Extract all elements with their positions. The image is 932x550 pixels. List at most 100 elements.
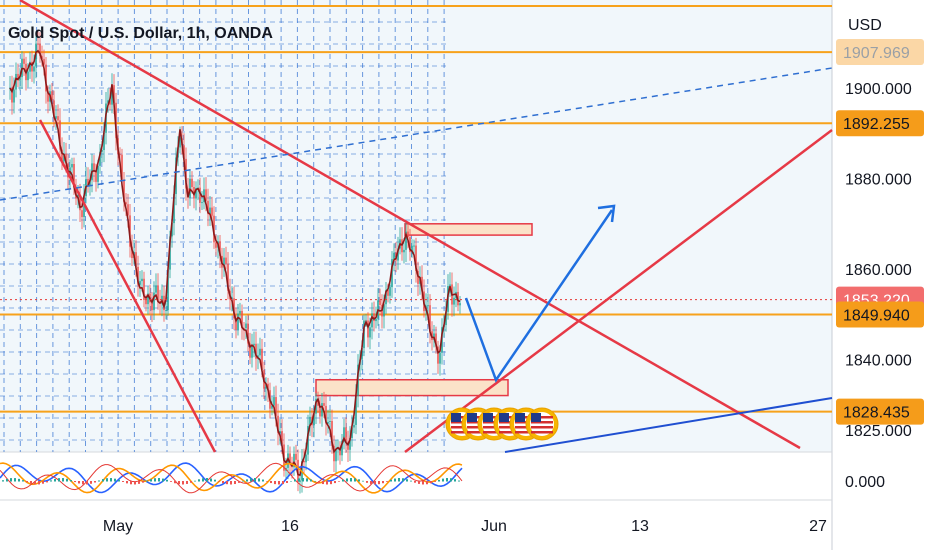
candle <box>391 251 393 298</box>
candle <box>289 446 291 475</box>
oscillator-bar <box>438 479 440 482</box>
candle <box>409 228 411 261</box>
oscillator-bar <box>98 480 100 482</box>
oscillator-bar <box>342 479 344 482</box>
y-tick-label: 1840.000 <box>845 352 912 369</box>
candle <box>191 171 193 194</box>
candle <box>405 220 407 263</box>
candle <box>325 393 327 436</box>
oscillator-bar <box>2 480 4 482</box>
x-tick-label: 27 <box>809 518 827 535</box>
oscillator-bar <box>202 478 204 482</box>
oscillator-bar <box>74 481 76 483</box>
candle <box>209 195 211 226</box>
trendlines <box>0 0 833 453</box>
oscillator-bar <box>114 478 116 482</box>
oscillator-bar <box>18 478 20 482</box>
time-scale-background <box>0 500 932 550</box>
svg-text:1907.969: 1907.969 <box>843 45 910 62</box>
candle <box>319 397 321 424</box>
us-flag-icon[interactable] <box>525 407 559 441</box>
oscillator-bar <box>286 481 288 483</box>
y-tick-label: 1900.000 <box>845 81 912 98</box>
oscillator-bar <box>182 481 184 485</box>
candle <box>335 439 337 474</box>
candle <box>303 448 305 474</box>
oscillator-bar <box>178 481 180 485</box>
oscillator-bar <box>234 481 236 485</box>
candle <box>215 234 217 256</box>
oscillator-bar <box>82 481 84 485</box>
candle <box>235 307 237 339</box>
oscillator-bar <box>414 481 416 483</box>
candle <box>329 408 331 429</box>
candle <box>417 261 419 297</box>
candle <box>11 75 13 115</box>
oscillator-bar <box>258 478 260 482</box>
demand-zone <box>315 378 509 397</box>
oscillator-bar <box>86 481 88 485</box>
oscillator-bar <box>270 481 272 484</box>
oscillator-bar <box>206 478 208 482</box>
oscillator-bar <box>102 479 104 482</box>
y-tick-label: 1880.000 <box>845 172 912 189</box>
candle <box>93 155 95 183</box>
oscillator-bar <box>374 481 376 485</box>
oscillator-bar <box>198 479 200 482</box>
oscillator-bar <box>62 478 64 482</box>
oscillator: 0.000 <box>0 462 885 494</box>
candle <box>59 108 61 161</box>
oscillator-line <box>0 462 463 494</box>
oscillator-bar <box>142 481 144 483</box>
price-badge: 1892.255 <box>836 110 924 137</box>
candle <box>225 246 227 270</box>
oscillator-bar <box>246 479 248 482</box>
oscillator-bar <box>262 479 264 482</box>
candle <box>415 237 417 283</box>
chart-title: Gold Spot / U.S. Dollar, 1h, OANDA <box>8 25 273 42</box>
horizontal-levels <box>0 5 832 413</box>
candle <box>259 337 261 363</box>
oscillator-bar <box>126 481 128 484</box>
oscillator-bar <box>222 481 224 484</box>
oscillator-bar <box>362 480 364 482</box>
oscillator-bar <box>54 478 56 482</box>
projection-arrow <box>464 204 616 383</box>
candle <box>309 406 311 436</box>
candle <box>385 282 387 315</box>
candle <box>19 68 21 91</box>
oscillator-bar <box>314 480 316 482</box>
oscillator-bar <box>354 478 356 482</box>
economic-event-icons[interactable] <box>445 407 559 441</box>
session-grid <box>0 0 446 452</box>
oscillator-bar <box>154 478 156 482</box>
oscillator-bar <box>394 478 396 482</box>
candle <box>407 221 409 249</box>
descending-trendline-upper <box>19 0 801 450</box>
oscillator-bar <box>450 478 452 482</box>
oscillator-bar <box>38 481 40 485</box>
oscillator-bar <box>406 479 408 482</box>
candle <box>333 435 335 473</box>
oscillator-bar <box>50 480 52 482</box>
candle <box>195 181 197 211</box>
descending-trendline-lower <box>38 119 217 453</box>
candle <box>241 304 243 340</box>
oscillator-bar <box>458 480 460 482</box>
candle <box>371 302 373 340</box>
oscillator-bar <box>226 481 228 485</box>
oscillator-bar <box>294 479 296 482</box>
candle <box>429 294 431 344</box>
oscillator-bar <box>218 481 220 482</box>
oscillator-bar <box>214 479 216 482</box>
candle <box>223 247 225 277</box>
x-tick-label: May <box>103 518 133 535</box>
oscillator-bar <box>130 481 132 485</box>
x-tick-label: 16 <box>281 518 299 535</box>
candle <box>287 444 289 480</box>
oscillator-bar <box>106 478 108 482</box>
oscillator-bar <box>90 481 92 484</box>
oscillator-bar <box>290 480 292 482</box>
